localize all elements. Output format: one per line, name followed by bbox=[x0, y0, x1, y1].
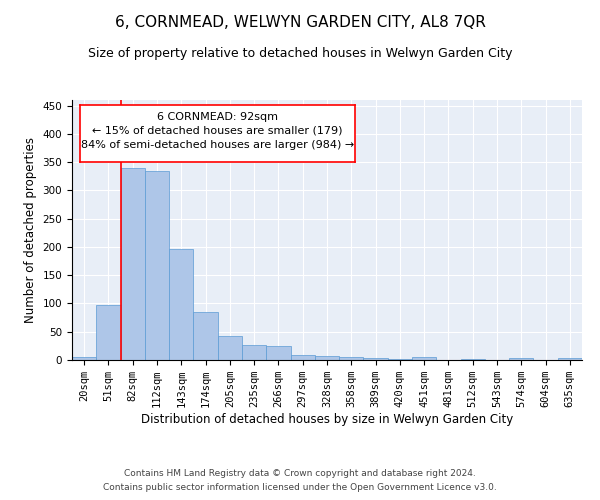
Bar bbox=[72, 356, 96, 360]
Text: Contains HM Land Registry data © Crown copyright and database right 2024.: Contains HM Land Registry data © Crown c… bbox=[124, 468, 476, 477]
Bar bbox=[121, 168, 145, 360]
Text: Contains public sector information licensed under the Open Government Licence v3: Contains public sector information licen… bbox=[103, 484, 497, 492]
Bar bbox=[218, 336, 242, 360]
Bar bbox=[145, 170, 169, 360]
Y-axis label: Number of detached properties: Number of detached properties bbox=[24, 137, 37, 323]
X-axis label: Distribution of detached houses by size in Welwyn Garden City: Distribution of detached houses by size … bbox=[141, 413, 513, 426]
Bar bbox=[242, 344, 266, 360]
Bar bbox=[388, 359, 412, 360]
Bar bbox=[364, 358, 388, 360]
Text: 6, CORNMEAD, WELWYN GARDEN CITY, AL8 7QR: 6, CORNMEAD, WELWYN GARDEN CITY, AL8 7QR bbox=[115, 15, 485, 30]
Bar bbox=[266, 346, 290, 360]
Bar bbox=[315, 356, 339, 360]
Bar bbox=[412, 357, 436, 360]
Bar bbox=[96, 304, 121, 360]
Bar bbox=[169, 249, 193, 360]
Bar bbox=[461, 359, 485, 360]
Bar bbox=[193, 312, 218, 360]
Bar bbox=[290, 355, 315, 360]
Bar bbox=[509, 358, 533, 360]
Bar bbox=[558, 358, 582, 360]
Bar bbox=[339, 357, 364, 360]
Text: Size of property relative to detached houses in Welwyn Garden City: Size of property relative to detached ho… bbox=[88, 48, 512, 60]
